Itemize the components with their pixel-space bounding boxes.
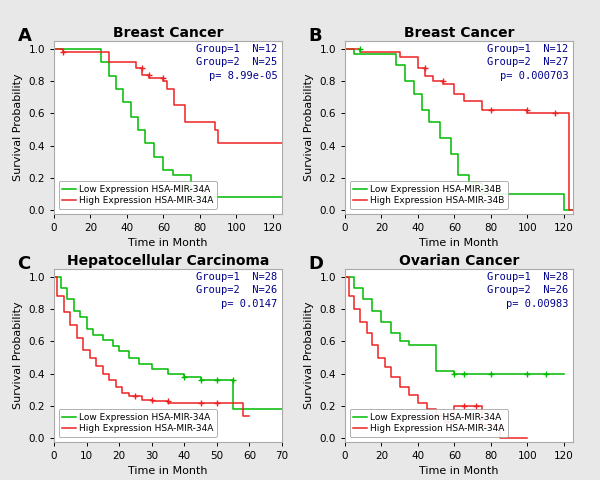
X-axis label: Time in Month: Time in Month (128, 238, 208, 248)
Text: Group=1  N=28
Group=2  N=26
p= 0.0147: Group=1 N=28 Group=2 N=26 p= 0.0147 (196, 272, 277, 309)
Title: Ovarian Cancer: Ovarian Cancer (399, 253, 519, 268)
Title: Breast Cancer: Breast Cancer (404, 25, 514, 40)
Text: B: B (308, 27, 322, 45)
Legend: Low Expression HSA-MIR-34B, High Expression HSA-MIR-34B: Low Expression HSA-MIR-34B, High Express… (350, 181, 508, 209)
Legend: Low Expression HSA-MIR-34A, High Expression HSA-MIR-34A: Low Expression HSA-MIR-34A, High Express… (59, 181, 217, 209)
X-axis label: Time in Month: Time in Month (419, 466, 499, 476)
Text: A: A (17, 27, 31, 45)
Y-axis label: Survival Probability: Survival Probability (13, 73, 23, 181)
Text: Group=1  N=12
Group=2  N=27
p= 0.000703: Group=1 N=12 Group=2 N=27 p= 0.000703 (487, 44, 568, 81)
X-axis label: Time in Month: Time in Month (128, 466, 208, 476)
Text: Group=1  N=28
Group=2  N=26
p= 0.00983: Group=1 N=28 Group=2 N=26 p= 0.00983 (487, 272, 568, 309)
X-axis label: Time in Month: Time in Month (419, 238, 499, 248)
Title: Hepatocellular Carcinoma: Hepatocellular Carcinoma (67, 253, 269, 268)
Title: Breast Cancer: Breast Cancer (113, 25, 223, 40)
Y-axis label: Survival Probability: Survival Probability (304, 73, 314, 181)
Y-axis label: Survival Probability: Survival Probability (304, 301, 314, 409)
Text: C: C (17, 255, 31, 273)
Text: Group=1  N=12
Group=2  N=25
p= 8.99e-05: Group=1 N=12 Group=2 N=25 p= 8.99e-05 (196, 44, 277, 81)
Legend: Low Expression HSA-MIR-34A, High Expression HSA-MIR-34A: Low Expression HSA-MIR-34A, High Express… (59, 409, 217, 437)
Text: D: D (308, 255, 323, 273)
Legend: Low Expression HSA-MIR-34A, High Expression HSA-MIR-34A: Low Expression HSA-MIR-34A, High Express… (350, 409, 508, 437)
Y-axis label: Survival Probability: Survival Probability (13, 301, 23, 409)
